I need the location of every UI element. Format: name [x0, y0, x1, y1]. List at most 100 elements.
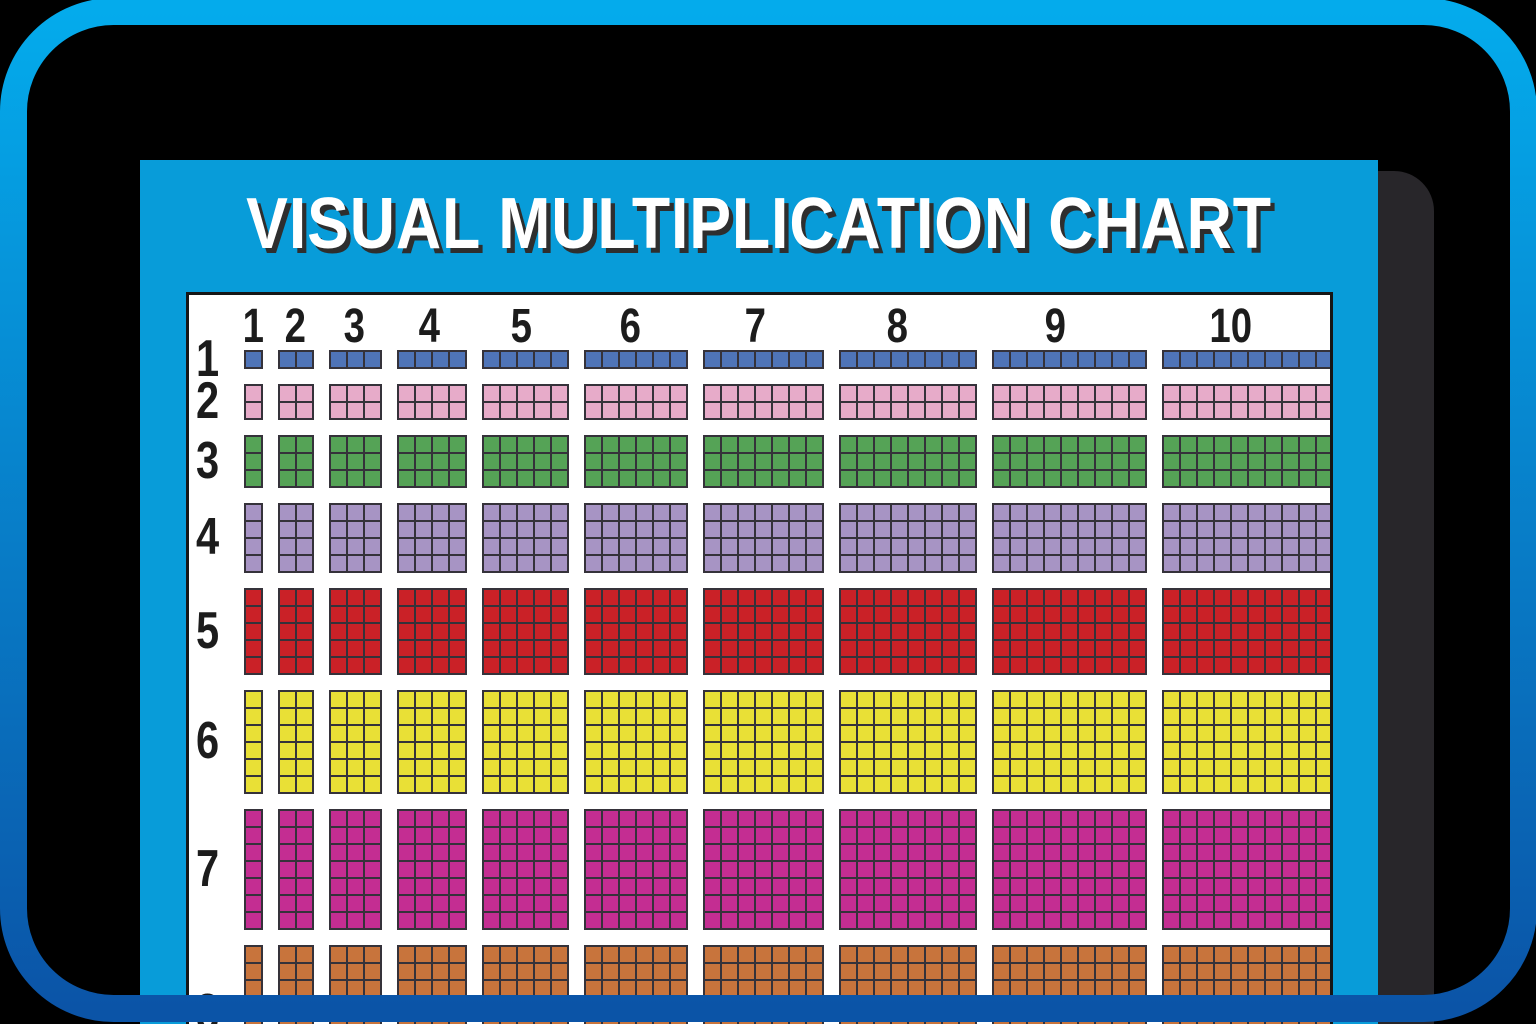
unit-square — [331, 811, 346, 826]
unit-square — [552, 947, 567, 962]
unit-square — [1198, 709, 1213, 724]
unit-square — [1283, 777, 1298, 792]
unit-square — [1062, 352, 1077, 367]
unit-square — [654, 352, 669, 367]
unit-square — [1028, 964, 1043, 979]
unit-square — [773, 403, 788, 418]
unit-square — [365, 590, 380, 605]
unit-square — [399, 403, 414, 418]
unit-square — [1300, 726, 1315, 741]
unit-square — [1317, 896, 1330, 911]
unit-square — [807, 403, 822, 418]
cell-6x10 — [1162, 690, 1330, 794]
multiplication-row-8: 8 — [189, 945, 1330, 1024]
unit-square — [739, 658, 754, 673]
unit-square — [399, 896, 414, 911]
unit-square — [433, 658, 448, 673]
unit-square — [807, 998, 822, 1013]
unit-square — [1266, 556, 1281, 571]
unit-square — [909, 505, 924, 520]
unit-square — [501, 743, 516, 758]
unit-square — [926, 607, 941, 622]
unit-square — [297, 726, 312, 741]
unit-square — [535, 624, 550, 639]
unit-square — [280, 692, 295, 707]
unit-square — [1062, 1015, 1077, 1024]
unit-square — [1079, 352, 1094, 367]
unit-square — [756, 607, 771, 622]
unit-square — [297, 454, 312, 469]
unit-square — [280, 403, 295, 418]
unit-square — [552, 998, 567, 1013]
unit-square — [416, 641, 431, 656]
unit-square — [1113, 862, 1128, 877]
unit-square — [705, 981, 720, 996]
unit-square — [1096, 896, 1111, 911]
unit-square — [739, 454, 754, 469]
unit-square — [671, 590, 686, 605]
column-header-10: 10 — [1147, 302, 1316, 350]
unit-square — [671, 556, 686, 571]
unit-square — [1266, 896, 1281, 911]
unit-square — [1164, 998, 1179, 1013]
unit-square — [501, 964, 516, 979]
unit-square — [909, 590, 924, 605]
unit-square — [1215, 539, 1230, 554]
unit-square — [518, 641, 533, 656]
unit-square — [399, 828, 414, 843]
cell-5x3 — [329, 588, 382, 675]
unit-square — [484, 964, 499, 979]
unit-square — [1113, 505, 1128, 520]
unit-square — [1300, 590, 1315, 605]
unit-square — [450, 403, 465, 418]
cell-4x8 — [839, 503, 977, 573]
unit-square — [518, 437, 533, 452]
unit-square — [1062, 777, 1077, 792]
unit-square — [1028, 896, 1043, 911]
unit-square — [875, 590, 890, 605]
unit-square — [875, 777, 890, 792]
unit-square — [994, 471, 1009, 486]
unit-square — [654, 760, 669, 775]
unit-square — [603, 454, 618, 469]
unit-square — [1028, 454, 1043, 469]
unit-square — [1062, 556, 1077, 571]
unit-square — [1232, 828, 1247, 843]
unit-square — [501, 556, 516, 571]
unit-square — [433, 454, 448, 469]
unit-square — [960, 896, 975, 911]
cell-6x6 — [584, 690, 688, 794]
unit-square — [1181, 777, 1196, 792]
unit-square — [450, 505, 465, 520]
row-label: 8 — [196, 983, 220, 1024]
unit-square — [858, 998, 873, 1013]
unit-square — [705, 641, 720, 656]
unit-square — [1249, 709, 1264, 724]
unit-square — [841, 811, 856, 826]
unit-square — [654, 386, 669, 401]
unit-square — [484, 1015, 499, 1024]
unit-square — [365, 1015, 380, 1024]
unit-square — [994, 845, 1009, 860]
unit-square — [807, 386, 822, 401]
unit-square — [1283, 437, 1298, 452]
unit-square — [1011, 590, 1026, 605]
unit-square — [450, 352, 465, 367]
unit-square — [1113, 522, 1128, 537]
unit-square — [365, 624, 380, 639]
unit-square — [450, 896, 465, 911]
unit-square — [331, 743, 346, 758]
unit-square — [1181, 641, 1196, 656]
unit-square — [739, 947, 754, 962]
unit-square — [348, 403, 363, 418]
unit-square — [773, 777, 788, 792]
unit-square — [756, 743, 771, 758]
unit-square — [1011, 539, 1026, 554]
unit-square — [399, 607, 414, 622]
unit-square — [926, 539, 941, 554]
unit-square — [1011, 896, 1026, 911]
unit-square — [280, 658, 295, 673]
unit-square — [739, 879, 754, 894]
unit-square — [1164, 709, 1179, 724]
unit-square — [552, 828, 567, 843]
